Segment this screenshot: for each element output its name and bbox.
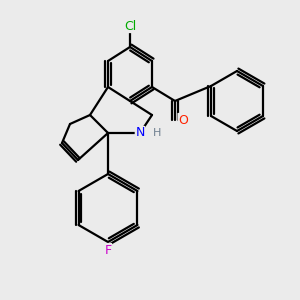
Text: N: N — [135, 127, 145, 140]
Text: Cl: Cl — [124, 20, 136, 32]
Text: F: F — [104, 244, 112, 256]
Text: H: H — [153, 128, 161, 138]
Text: O: O — [178, 113, 188, 127]
